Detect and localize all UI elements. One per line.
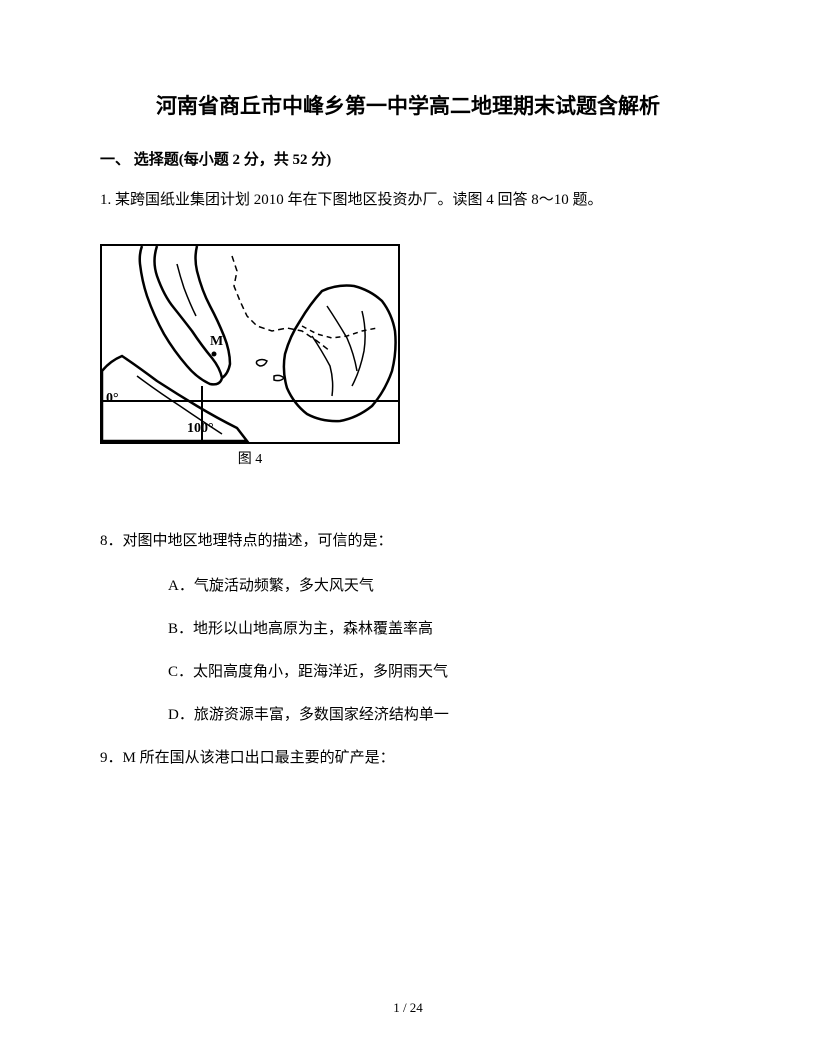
figure-caption: 图 4 bbox=[100, 448, 400, 468]
map-svg bbox=[102, 246, 400, 444]
q8-option-a: A．气旋活动频繁，多大风天气 bbox=[168, 573, 716, 600]
q9-stem: 9．M 所在国从该港口出口最主要的矿产是： bbox=[100, 745, 716, 772]
map-label-m: M bbox=[210, 334, 223, 350]
map-lat-label: 0° bbox=[106, 391, 119, 407]
map-lon-label: 100° bbox=[187, 421, 214, 437]
map-box: M 0° 100° bbox=[100, 244, 400, 444]
figure-4: M 0° 100° 图 4 bbox=[100, 244, 716, 468]
section-heading: 一、 选择题(每小题 2 分，共 52 分) bbox=[100, 148, 716, 169]
page-number: 1 / 24 bbox=[0, 1000, 816, 1016]
q8-stem: 8．对图中地区地理特点的描述，可信的是： bbox=[100, 528, 716, 555]
q8-option-b: B．地形以山地高原为主，森林覆盖率高 bbox=[168, 616, 716, 643]
q8-option-c: C．太阳高度角小，距海洋近，多阴雨天气 bbox=[168, 659, 716, 686]
q8-option-d: D．旅游资源丰富，多数国家经济结构单一 bbox=[168, 702, 716, 729]
q1-intro: 1. 某跨国纸业集团计划 2010 年在下图地区投资办厂。读图 4 回答 8～1… bbox=[100, 187, 716, 214]
page-title: 河南省商丘市中峰乡第一中学高二地理期末试题含解析 bbox=[100, 90, 716, 124]
